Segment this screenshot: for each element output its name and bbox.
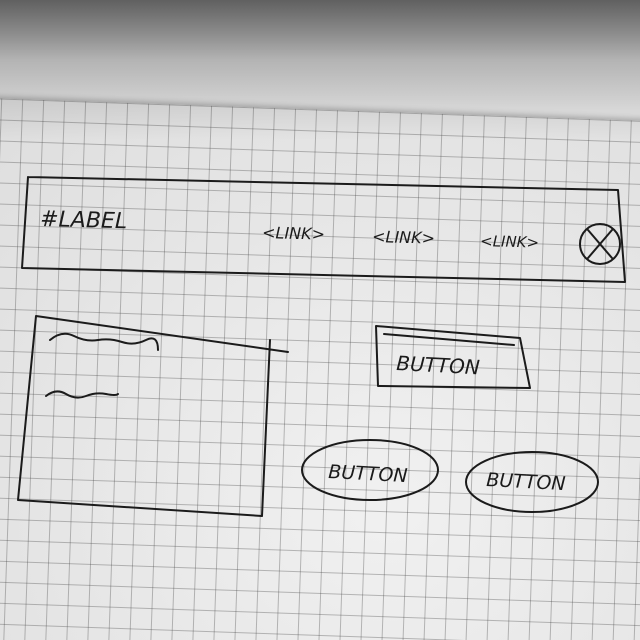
nav-link-3[interactable]: <LINK>	[480, 232, 539, 252]
oval-button-1-outline	[301, 439, 439, 501]
rect-button-label: BUTTON	[396, 351, 481, 379]
oval-button-2-label: BUTTON	[486, 469, 566, 495]
oval-button-1[interactable]: BUTTON	[301, 439, 439, 501]
rect-button-outline	[375, 325, 531, 389]
close-icon[interactable]	[579, 223, 621, 265]
header-bar: #LABEL <LINK> <LINK> <LINK>	[21, 176, 626, 283]
header-label: #LABEL	[40, 207, 128, 234]
oval-button-2-outline	[465, 451, 599, 513]
content-card-outline	[17, 315, 289, 517]
content-card	[17, 315, 289, 517]
nav-link-1[interactable]: <LINK>	[262, 223, 325, 244]
text-line-squiggle-2	[45, 390, 119, 399]
oval-button-2[interactable]: BUTTON	[465, 451, 599, 513]
oval-button-1-label: BUTTON	[328, 461, 408, 487]
rect-button[interactable]: BUTTON	[375, 325, 531, 389]
header-bar-outline	[21, 176, 626, 283]
nav-link-2[interactable]: <LINK>	[372, 227, 435, 248]
text-line-squiggle-1	[49, 332, 159, 351]
